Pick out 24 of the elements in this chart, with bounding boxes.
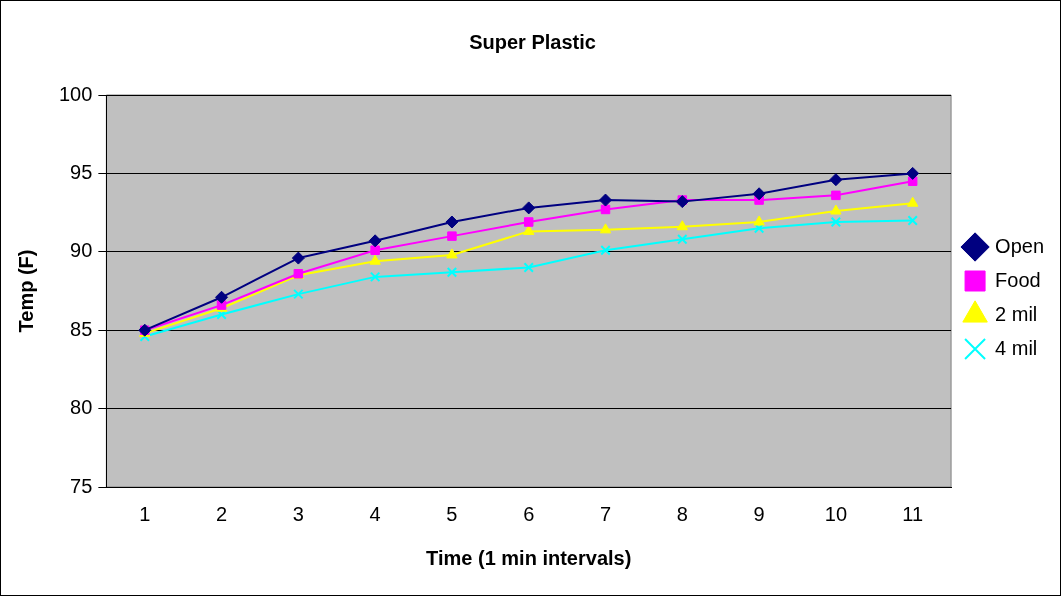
x-tick-label: 9	[753, 502, 765, 525]
x-tick-label: 2	[215, 502, 228, 525]
legend-label: Food	[995, 268, 1041, 291]
x-axis-title: Time (1 min intervals)	[426, 546, 632, 569]
y-tick-label: 85	[70, 317, 93, 340]
y-axis-title: Temp (F)	[14, 249, 37, 333]
x-tick-label: 11	[902, 502, 924, 525]
x-tick-label: 5	[446, 502, 458, 525]
chart-title: Super Plastic	[469, 30, 596, 53]
legend-label: 4 mil	[995, 336, 1038, 359]
x-tick-label: 10	[824, 502, 848, 525]
y-tick-label: 90	[70, 239, 93, 262]
x-tick-label: 4	[369, 502, 381, 525]
x-tick-label: 6	[523, 502, 535, 525]
x-tick-label: 8	[676, 502, 688, 525]
y-tick-label: 100	[58, 82, 93, 105]
x-tick-label: 7	[599, 502, 612, 525]
y-tick-label: 75	[70, 474, 93, 497]
legend-label: Open	[995, 234, 1045, 257]
y-tick-label: 95	[70, 160, 93, 183]
y-tick-label: 80	[70, 396, 93, 419]
x-tick-label: 1	[139, 502, 151, 525]
x-tick-label: 3	[292, 502, 304, 525]
legend-label: 2 mil	[995, 302, 1038, 325]
